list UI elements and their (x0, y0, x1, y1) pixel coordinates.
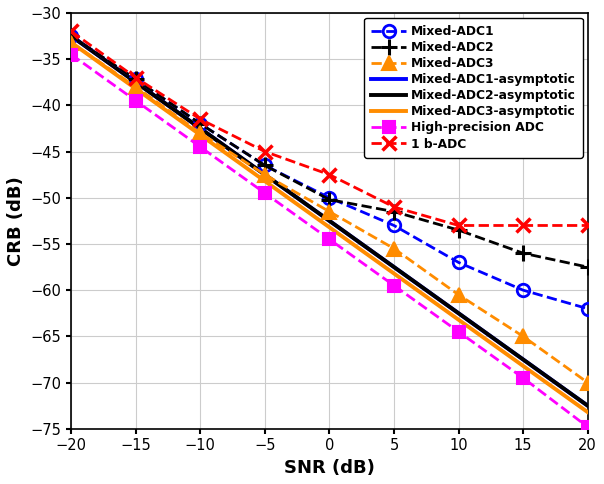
Legend: Mixed-ADC1, Mixed-ADC2, Mixed-ADC3, Mixed-ADC1-asymptotic, Mixed-ADC2-asymptotic: Mixed-ADC1, Mixed-ADC2, Mixed-ADC3, Mixe… (364, 18, 583, 158)
Y-axis label: CRB (dB): CRB (dB) (7, 176, 25, 266)
X-axis label: SNR (dB): SNR (dB) (284, 459, 375, 477)
